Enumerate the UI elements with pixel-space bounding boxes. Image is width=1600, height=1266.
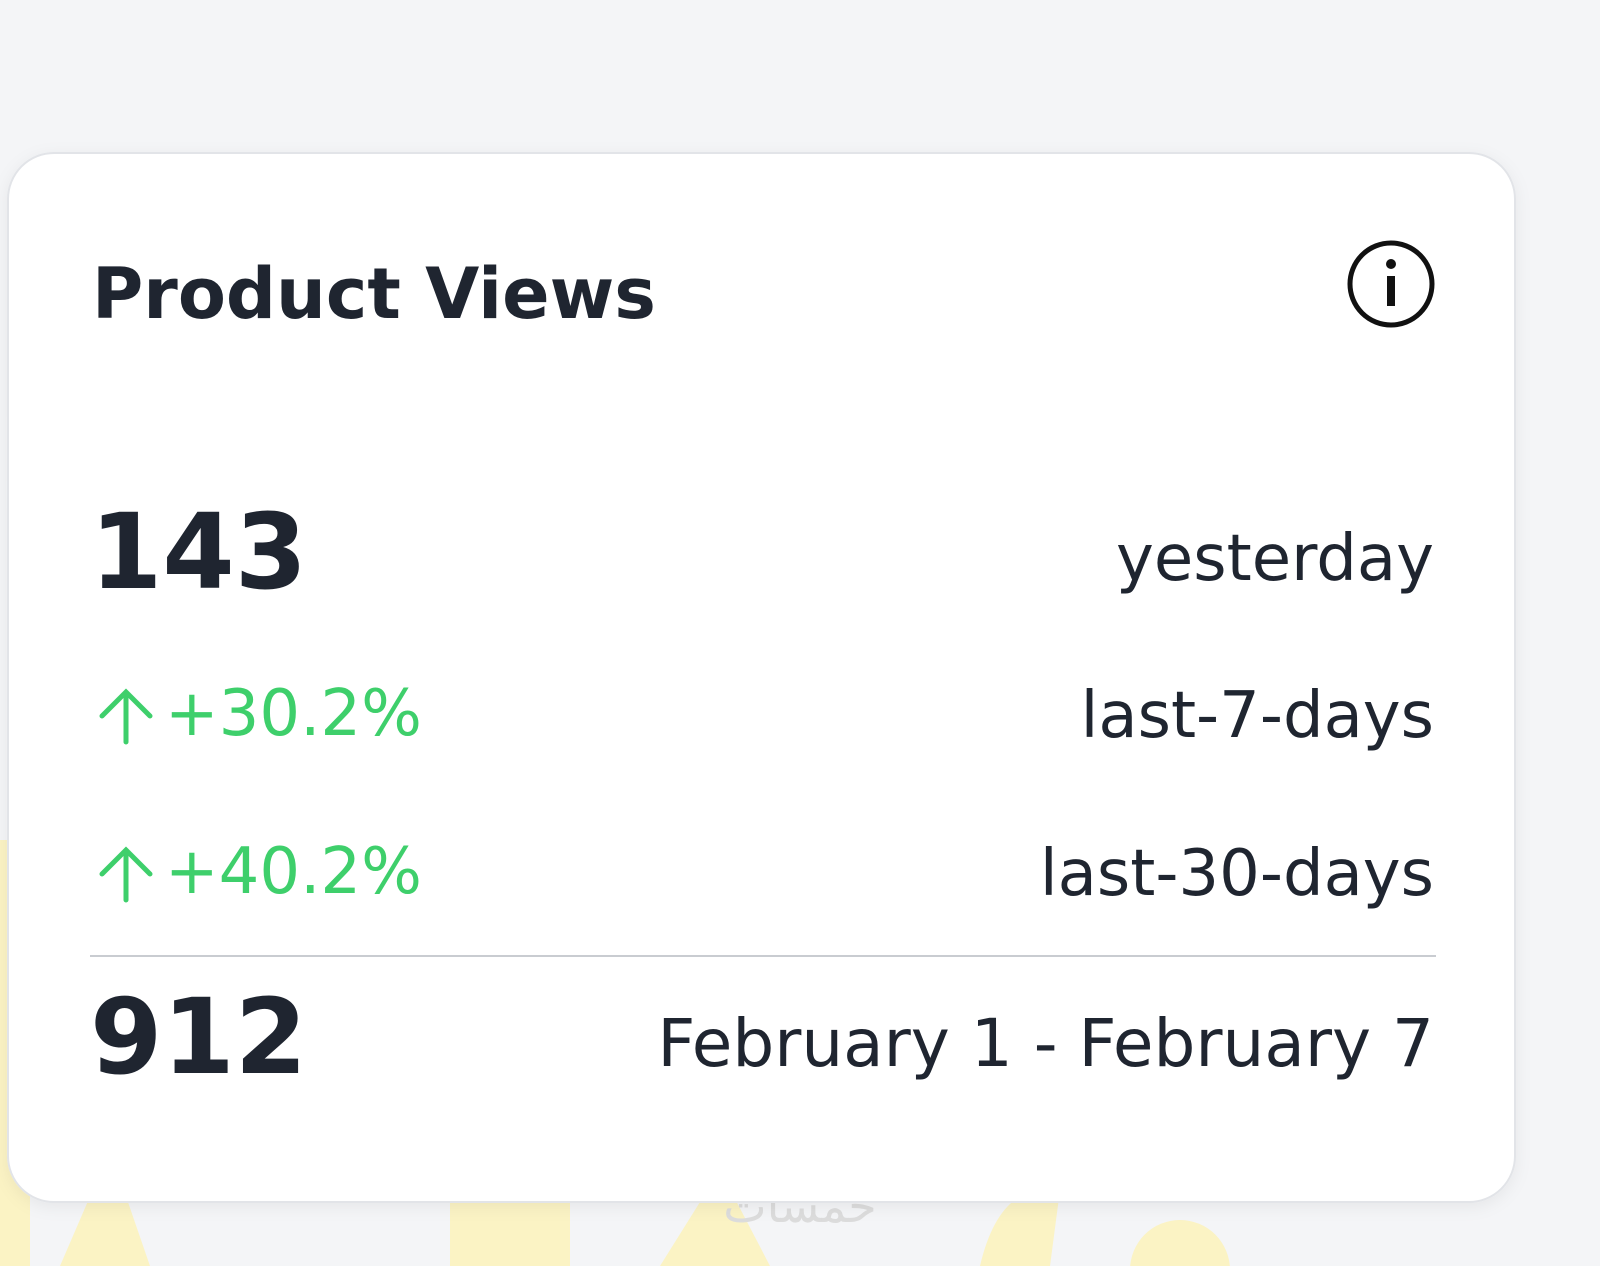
up-arrow (99, 688, 153, 745)
total-value: 912 (90, 976, 307, 1098)
up-arrow (99, 846, 153, 903)
info-button[interactable] (1347, 240, 1435, 328)
metric-label: last-7-days (1081, 679, 1434, 753)
metric-value: 143 (90, 491, 307, 613)
metric-label: yesterday (1116, 522, 1434, 596)
card-title: Product Views (92, 253, 656, 335)
card (7, 152, 1516, 1203)
change-value: +30.2% (165, 677, 422, 751)
date-range: February 1 - February 7 (657, 1005, 1434, 1082)
metric-label: last-30-days (1040, 837, 1434, 911)
change-value: +40.2% (165, 835, 422, 909)
